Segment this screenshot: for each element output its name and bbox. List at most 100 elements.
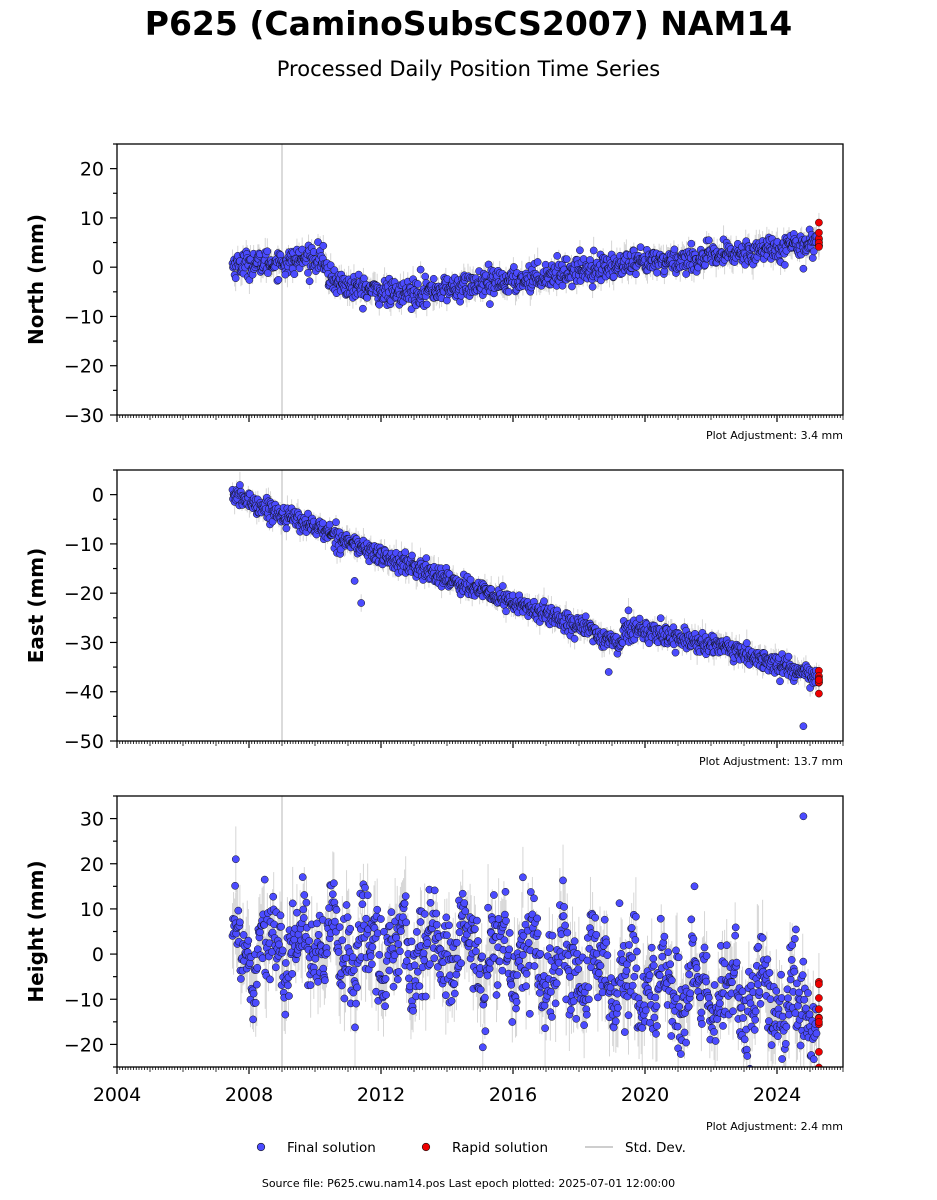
final-point: [441, 991, 450, 1000]
final-point: [742, 639, 751, 647]
final-point: [432, 909, 441, 918]
final-point: [809, 247, 818, 256]
final-point: [394, 967, 403, 976]
chart-panels: −30 −20 −10 0 10 20 North (mm) Plot Adjustment:…: [24, 143, 844, 1133]
final-point: [377, 915, 385, 923]
final-point: [656, 614, 665, 623]
final-point: [421, 992, 430, 1001]
final-point: [670, 245, 679, 254]
final-point: [635, 614, 644, 623]
final-point: [350, 966, 358, 974]
final-point: [401, 548, 410, 557]
final-point: [244, 936, 253, 945]
final-point: [421, 272, 430, 281]
final-point: [331, 917, 339, 926]
final-point: [342, 901, 351, 909]
final-point: [776, 677, 784, 686]
final-point: [253, 963, 262, 972]
final-point: [381, 974, 390, 983]
y-tick-label: 0: [92, 257, 104, 279]
final-point: [413, 280, 422, 288]
final-point: [300, 891, 309, 899]
final-point: [645, 639, 653, 648]
final-point: [346, 924, 355, 933]
final-point: [478, 1043, 487, 1052]
final-point: [408, 551, 416, 560]
final-point: [402, 918, 411, 927]
x-axis: [116, 415, 844, 422]
final-point: [452, 970, 461, 979]
final-point: [340, 994, 349, 1003]
final-point: [443, 931, 451, 940]
final-point: [784, 652, 793, 661]
y-tick-label: 10: [80, 208, 104, 230]
final-point: [375, 950, 384, 959]
final-point: [453, 938, 461, 947]
final-point: [401, 892, 410, 901]
final-point: [281, 270, 290, 279]
rapid-point: [815, 689, 823, 698]
final-point: [260, 875, 269, 884]
final-point: [402, 957, 411, 965]
y-tick-label: −40: [64, 682, 104, 704]
final-point: [302, 898, 311, 907]
final-point: [390, 951, 399, 960]
final-point: [562, 255, 571, 263]
plot-adjustment-note: Plot Adjustment: 13.7 mm: [699, 755, 843, 768]
final-point: [368, 960, 376, 969]
final-point: [305, 937, 313, 945]
y-tick-label: −50: [64, 731, 104, 753]
final-point: [510, 263, 518, 271]
final-point: [799, 722, 808, 731]
final-point: [343, 913, 352, 922]
final-point: [430, 886, 439, 895]
final-point: [704, 236, 713, 245]
final-point: [381, 1002, 389, 1011]
final-point: [478, 952, 487, 961]
final-point: [334, 948, 343, 956]
x-axis: [116, 741, 844, 748]
data-points: [228, 812, 823, 1067]
final-point: [382, 991, 390, 999]
final-point: [249, 1015, 257, 1024]
data-points: [228, 481, 823, 731]
final-point: [553, 252, 562, 260]
final-point: [282, 524, 291, 533]
final-point: [249, 989, 258, 998]
final-point: [373, 929, 382, 938]
final-point: [314, 977, 322, 986]
final-point: [799, 264, 808, 273]
final-point: [305, 277, 314, 286]
final-point: [237, 975, 245, 983]
final-point: [481, 993, 489, 1002]
plot-area: [228, 470, 823, 741]
final-point: [632, 270, 640, 279]
final-point: [353, 983, 361, 992]
final-point: [321, 976, 329, 985]
final-point: [278, 946, 287, 955]
final-point: [304, 509, 312, 518]
final-point: [380, 927, 388, 936]
page-title: P625 (CaminoSubsCS2007) NAM14: [144, 4, 793, 43]
final-point: [363, 891, 372, 900]
panel-1: −30 −20 −10 0 10 20 North (mm) Plot Adjustment:…: [24, 143, 844, 442]
final-point: [412, 928, 421, 936]
final-point: [422, 300, 431, 309]
final-point: [460, 899, 469, 907]
final-point: [373, 905, 382, 914]
final-point: [397, 927, 405, 935]
final-point: [558, 281, 567, 290]
final-point: [269, 892, 278, 901]
final-point: [430, 954, 439, 963]
final-point: [455, 928, 464, 937]
final-point: [671, 648, 680, 657]
final-point: [389, 982, 398, 991]
y-tick-label: 20: [80, 159, 104, 181]
final-point: [332, 906, 341, 914]
final-point: [443, 296, 451, 305]
final-point: [636, 243, 645, 252]
final-point: [359, 304, 367, 313]
final-point: [471, 925, 479, 933]
